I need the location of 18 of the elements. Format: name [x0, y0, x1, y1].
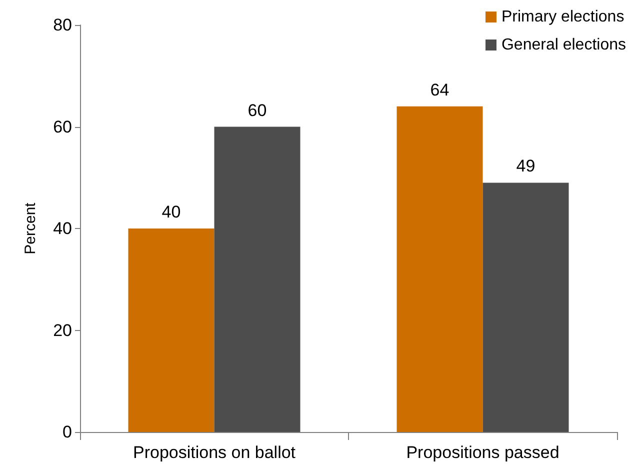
y-tick-label: 80 — [53, 16, 72, 34]
legend-label: General elections — [501, 36, 626, 54]
x-tick-label: Propositions on ballot — [132, 443, 296, 462]
y-tick-label: 0 — [62, 422, 72, 442]
bar — [482, 182, 569, 432]
y-tick-label: 20 — [53, 320, 72, 340]
bar — [128, 228, 214, 432]
legend-label: Primary elections — [501, 8, 624, 26]
bar — [396, 106, 483, 432]
data-label: 60 — [248, 100, 267, 120]
data-label: 49 — [516, 156, 536, 176]
data-label: 40 — [162, 202, 181, 222]
y-tick-label: 40 — [53, 219, 72, 238]
y-tick-label: 60 — [53, 117, 72, 136]
data-label: 64 — [430, 80, 450, 100]
y-axis-title: Percent — [22, 202, 39, 254]
x-tick-label: Propositions passed — [406, 443, 560, 462]
bar — [214, 126, 300, 432]
